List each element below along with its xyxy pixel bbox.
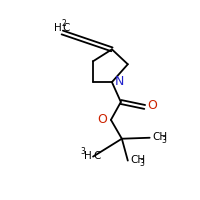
Text: CH: CH [130,155,145,165]
Text: 2: 2 [61,19,66,28]
Text: 3: 3 [80,147,85,156]
Text: C: C [62,23,70,33]
Text: H: H [84,151,92,161]
Text: CH: CH [152,132,167,142]
Text: O: O [147,99,157,112]
Text: 3: 3 [140,159,144,168]
Text: O: O [97,113,107,126]
Text: C: C [93,151,100,161]
Text: 3: 3 [161,136,166,145]
Text: N: N [114,75,124,88]
Text: H: H [54,23,61,33]
